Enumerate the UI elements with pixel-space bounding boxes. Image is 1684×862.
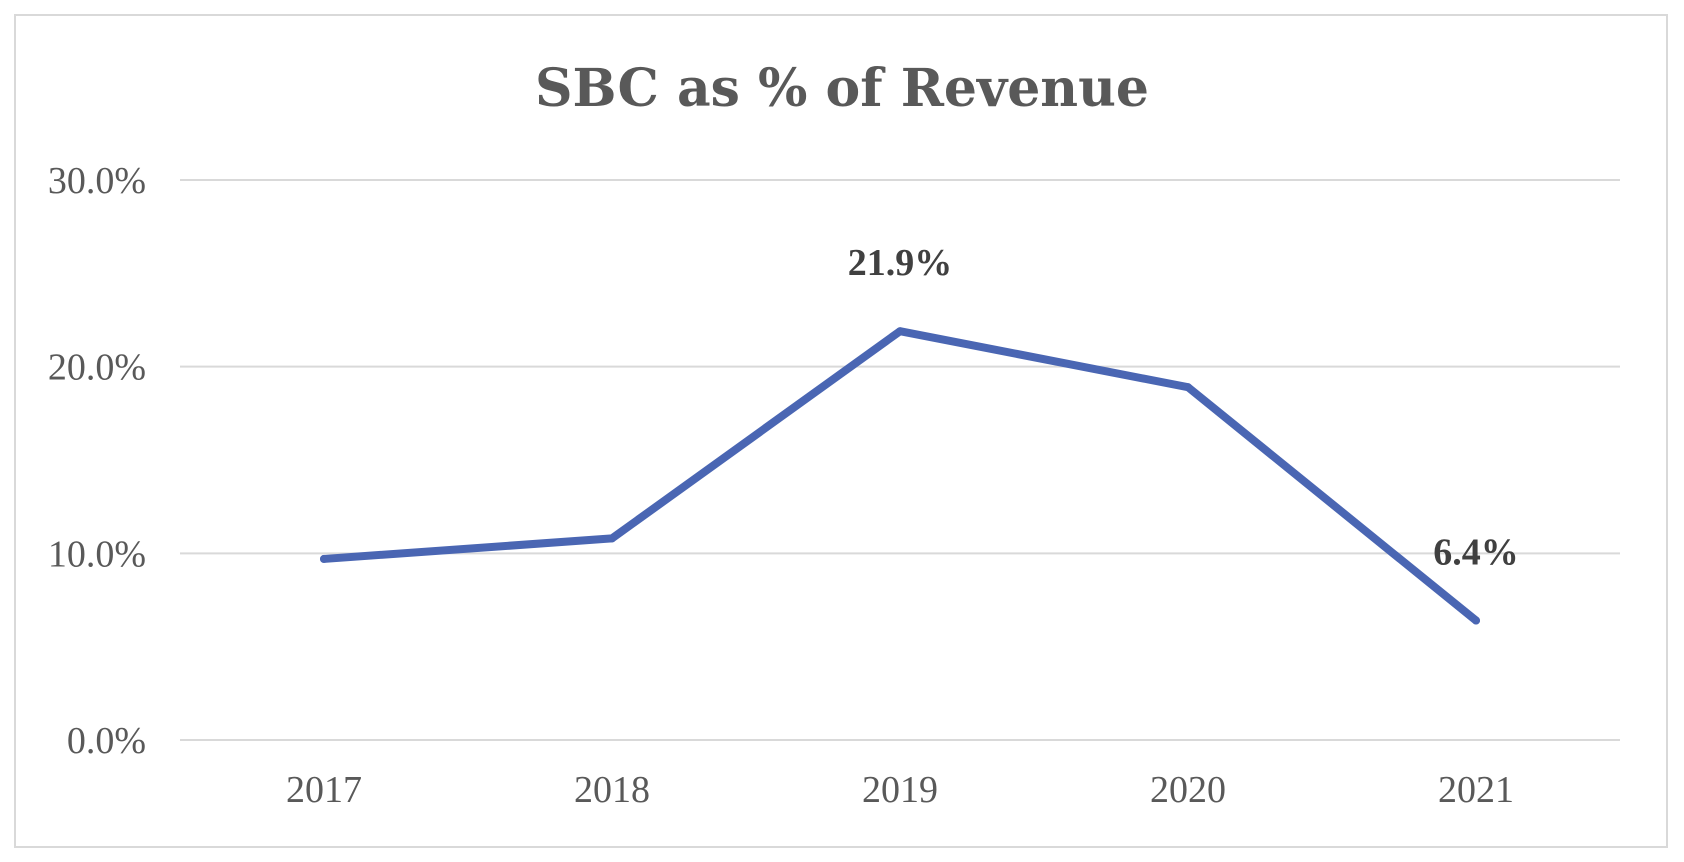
data-label-2021: 6.4% (1433, 532, 1519, 574)
series-group (320, 327, 1480, 625)
x-tick-label: 2019 (862, 769, 938, 811)
y-tick-label: 0.0% (67, 720, 146, 762)
chart-title: SBC as % of Revenue (535, 58, 1149, 119)
x-tick-label: 2020 (1150, 769, 1226, 811)
data-labels: 21.9% 6.4% (848, 242, 1519, 573)
y-tick-label: 20.0% (48, 347, 146, 389)
series-line (320, 327, 1480, 625)
data-point-2018 (608, 534, 616, 543)
data-point-2021 (1472, 616, 1480, 625)
data-point-2019 (896, 327, 904, 336)
x-tick-label: 2021 (1438, 769, 1514, 811)
y-tick-label: 10.0% (48, 533, 146, 575)
chart-frame (14, 14, 1668, 848)
x-tick-label: 2017 (286, 769, 362, 811)
data-label-2019: 21.9% (848, 242, 953, 284)
y-axis-tick-labels: 0.0% 10.0% 20.0% 30.0% (48, 160, 146, 762)
x-axis-tick-labels: 2017 2018 2019 2020 2021 (286, 769, 1514, 811)
x-tick-label: 2018 (574, 769, 650, 811)
y-tick-label: 30.0% (48, 160, 146, 202)
data-point-2020 (1184, 383, 1192, 392)
data-point-2017 (320, 554, 328, 563)
